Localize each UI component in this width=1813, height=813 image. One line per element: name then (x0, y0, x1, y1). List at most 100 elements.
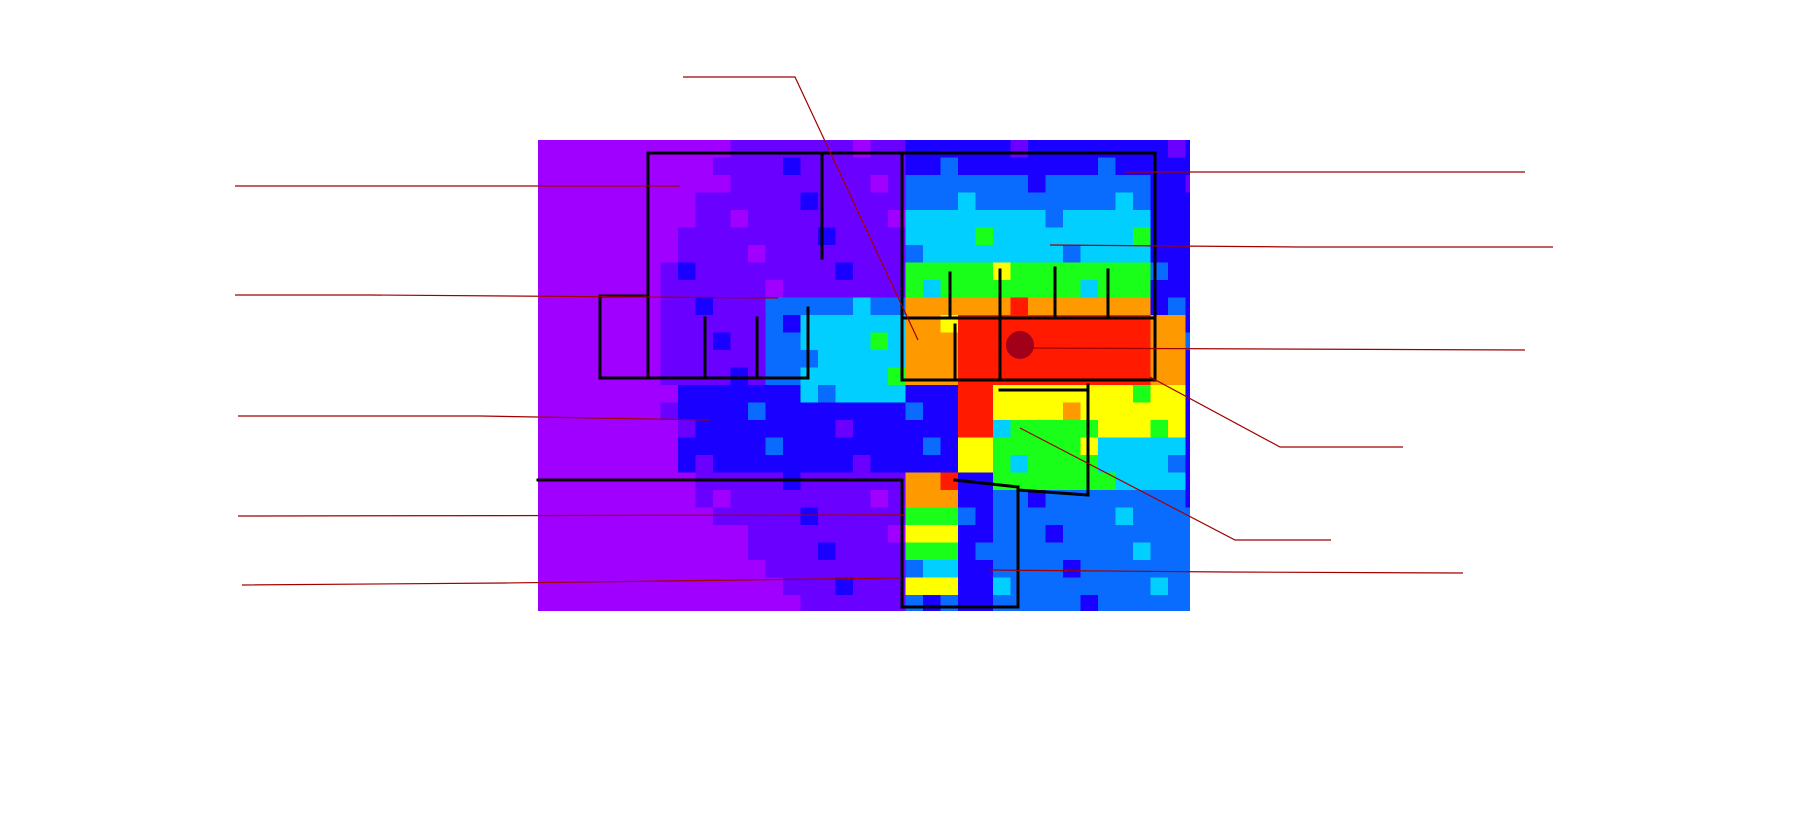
heatmap-cell (538, 385, 556, 403)
heatmap-cell (538, 227, 556, 246)
heatmap-cell (923, 437, 941, 456)
heatmap-cell (905, 140, 924, 158)
leader-line (683, 76, 919, 341)
heatmap-cell (1133, 385, 1151, 403)
heatmap-cell (1010, 140, 1029, 158)
heatmap-cell (730, 280, 749, 298)
heatmap-cell (835, 455, 854, 473)
heatmap-cell (765, 385, 784, 403)
heatmap-cell (800, 210, 819, 228)
heatmap-cell (538, 315, 556, 333)
heatmap-cell (1098, 385, 1116, 403)
heatmap-cell (555, 525, 574, 543)
heatmap-cell (713, 262, 731, 281)
heatmap-cell (940, 507, 959, 526)
heatmap-cell (1063, 560, 1081, 578)
heatmap-cell (993, 455, 1011, 473)
heatmap-cell (975, 490, 994, 508)
heatmap-cell (1185, 437, 1190, 456)
heatmap-cell (1028, 227, 1046, 246)
heatmap-cell (748, 192, 766, 211)
heatmap-cell (1045, 577, 1064, 596)
heatmap-cell (958, 595, 976, 611)
heatmap-cell (1168, 297, 1186, 316)
heatmap-cell (923, 577, 941, 596)
heatmap-cell (1098, 192, 1116, 211)
heatmap-cell (1168, 210, 1186, 228)
heatmap-cell (695, 210, 714, 228)
heatmap-cell (608, 385, 626, 403)
heatmap-cell (678, 157, 696, 176)
heatmap-cell (660, 507, 679, 526)
heatmap-cell (1045, 542, 1064, 561)
heatmap-cell (870, 227, 889, 246)
heatmap-cell (765, 297, 784, 316)
heatmap-cell (923, 140, 941, 158)
heatmap-cell (660, 490, 679, 508)
heatmap-cell (695, 227, 714, 246)
heatmap-cell (1010, 437, 1029, 456)
heatmap-cell (1080, 507, 1099, 526)
heatmap-cell (905, 420, 924, 438)
heatmap-cell (625, 402, 644, 421)
heatmap-cell (923, 595, 941, 611)
heatmap-cell (590, 210, 609, 228)
heatmap-cell (975, 140, 994, 158)
heatmap-cell (748, 455, 766, 473)
heatmap-cell (800, 455, 819, 473)
heatmap-cell (748, 402, 766, 421)
heatmap-cell (975, 542, 994, 561)
heatmap-cell (870, 385, 889, 403)
heatmap-cell (1115, 385, 1134, 403)
heatmap-cell (1133, 402, 1151, 421)
heatmap-cell (905, 525, 924, 543)
leader-line (1024, 347, 1526, 351)
heatmap-cell (695, 192, 714, 211)
heatmap-cell (678, 437, 696, 456)
heatmap-cell (853, 420, 871, 438)
heatmap-cell (800, 262, 819, 281)
heatmap-cell (993, 402, 1011, 421)
heatmap-cell (800, 595, 819, 611)
heatmap-cell (975, 350, 994, 368)
heatmap-cell (730, 385, 749, 403)
heatmap-cell (783, 402, 801, 421)
heatmap-cell (660, 525, 679, 543)
heatmap-cell (818, 542, 836, 561)
heatmap-cell (975, 402, 994, 421)
heatmap-cell (573, 402, 591, 421)
heatmap-cell (1045, 140, 1064, 158)
heatmap-cell (1185, 507, 1190, 526)
heatmap-cell (1063, 385, 1081, 403)
heatmap-cell (853, 560, 871, 578)
heatmap-cell (1115, 245, 1134, 263)
heatmap-cell (678, 507, 696, 526)
heatmap-cell (678, 420, 696, 438)
heatmap-cell (923, 367, 941, 386)
heatmap-cell (748, 490, 766, 508)
heatmap-cell (678, 175, 696, 193)
heatmap-cell (590, 157, 609, 176)
heatmap-cell (1080, 577, 1099, 596)
heatmap-cell (590, 192, 609, 211)
heatmap-cell (1098, 140, 1116, 158)
heatmap-cell (958, 542, 976, 561)
heatmap-cell (625, 525, 644, 543)
heatmap-cell (555, 140, 574, 158)
heatmap-cell (555, 297, 574, 316)
heatmap-cell (975, 297, 994, 316)
heatmap-cell (783, 192, 801, 211)
wall-segment (646, 151, 1157, 320)
heatmap-cell (923, 402, 941, 421)
heatmap-cell (1080, 262, 1099, 281)
heatmap-cell (1028, 420, 1046, 438)
heatmap-cell (1028, 245, 1046, 263)
heatmap-cell (608, 437, 626, 456)
heatmap-cell (765, 490, 784, 508)
heatmap-cell (555, 280, 574, 298)
heatmap-cell (573, 227, 591, 246)
heatmap-cell (870, 280, 889, 298)
heatmap-cell (573, 157, 591, 176)
heatmap-cell (993, 157, 1011, 176)
